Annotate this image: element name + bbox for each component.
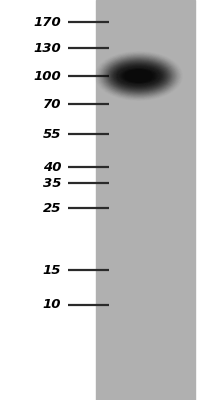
Bar bbox=[96, 0, 195, 400]
Ellipse shape bbox=[104, 58, 173, 94]
Text: 130: 130 bbox=[33, 42, 61, 54]
Ellipse shape bbox=[109, 62, 168, 90]
Ellipse shape bbox=[137, 75, 141, 77]
Ellipse shape bbox=[133, 74, 145, 78]
Ellipse shape bbox=[113, 64, 165, 88]
Ellipse shape bbox=[106, 59, 171, 93]
Ellipse shape bbox=[129, 72, 149, 80]
Ellipse shape bbox=[128, 71, 150, 81]
Ellipse shape bbox=[124, 70, 153, 82]
Text: 35: 35 bbox=[43, 177, 61, 190]
Ellipse shape bbox=[114, 65, 163, 87]
Text: 25: 25 bbox=[43, 202, 61, 214]
Text: 100: 100 bbox=[33, 70, 61, 82]
Ellipse shape bbox=[136, 75, 142, 77]
Text: 70: 70 bbox=[43, 98, 61, 110]
Ellipse shape bbox=[108, 60, 170, 92]
Ellipse shape bbox=[132, 73, 146, 79]
Text: 15: 15 bbox=[43, 264, 61, 276]
Text: 170: 170 bbox=[33, 16, 61, 28]
Ellipse shape bbox=[130, 72, 148, 80]
Ellipse shape bbox=[120, 68, 157, 84]
Ellipse shape bbox=[123, 70, 154, 82]
Ellipse shape bbox=[119, 68, 158, 84]
Ellipse shape bbox=[112, 63, 166, 89]
Text: 40: 40 bbox=[43, 161, 61, 174]
Ellipse shape bbox=[110, 62, 167, 90]
Ellipse shape bbox=[118, 67, 160, 85]
Ellipse shape bbox=[135, 74, 143, 78]
Ellipse shape bbox=[116, 66, 162, 86]
Ellipse shape bbox=[131, 73, 147, 79]
Ellipse shape bbox=[105, 59, 172, 93]
Ellipse shape bbox=[121, 69, 156, 83]
Ellipse shape bbox=[122, 69, 155, 83]
Ellipse shape bbox=[115, 65, 162, 87]
Ellipse shape bbox=[107, 60, 171, 92]
Ellipse shape bbox=[113, 64, 164, 88]
Ellipse shape bbox=[109, 61, 169, 91]
Ellipse shape bbox=[126, 71, 151, 81]
Ellipse shape bbox=[117, 66, 161, 86]
Text: 10: 10 bbox=[43, 298, 61, 311]
Ellipse shape bbox=[134, 74, 144, 78]
Ellipse shape bbox=[111, 62, 166, 90]
Text: 55: 55 bbox=[43, 128, 61, 140]
Ellipse shape bbox=[125, 70, 152, 82]
